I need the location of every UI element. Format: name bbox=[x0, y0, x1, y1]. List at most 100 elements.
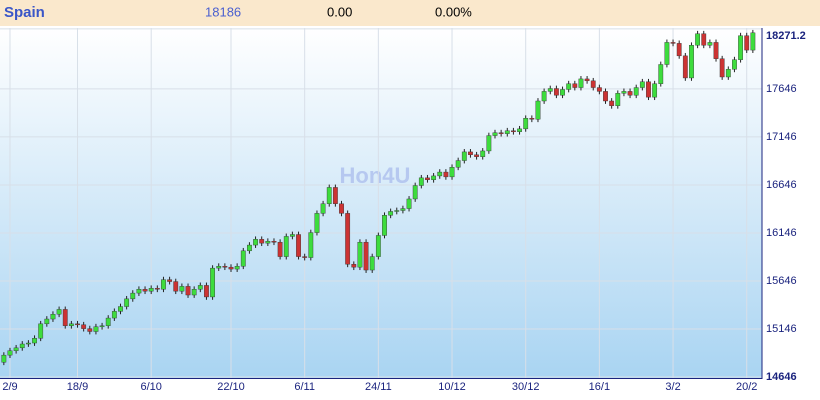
candle-body bbox=[431, 175, 437, 180]
candle-body bbox=[646, 81, 651, 98]
candle-body bbox=[725, 69, 731, 78]
x-tick-label: 2/9 bbox=[2, 381, 17, 393]
candle-body bbox=[93, 326, 99, 332]
candle-body bbox=[701, 33, 707, 46]
candle-body bbox=[732, 59, 737, 70]
candle-body bbox=[375, 235, 381, 257]
candle-body bbox=[56, 309, 62, 315]
candle-body bbox=[388, 211, 394, 216]
y-tick-label: 17646 bbox=[766, 83, 797, 95]
candle-body bbox=[7, 350, 13, 356]
candle-body bbox=[345, 213, 351, 265]
candle-body bbox=[425, 177, 430, 180]
x-tick-label: 3/2 bbox=[665, 381, 680, 393]
candle-body bbox=[738, 35, 743, 60]
plot-area bbox=[0, 28, 762, 378]
candle-body bbox=[627, 91, 633, 96]
watermark: Hon4U bbox=[340, 163, 411, 188]
candle-body bbox=[504, 130, 510, 134]
candle-body bbox=[357, 241, 363, 268]
candle-body bbox=[566, 83, 572, 90]
candle-body bbox=[382, 215, 387, 236]
candle-body bbox=[633, 87, 639, 96]
market-name: Spain bbox=[4, 4, 45, 21]
candle-body bbox=[240, 250, 246, 267]
candle-body bbox=[553, 88, 559, 96]
candle-body bbox=[19, 343, 25, 349]
candle-body bbox=[517, 128, 522, 132]
candle-body bbox=[695, 33, 701, 46]
candle-body bbox=[750, 32, 756, 51]
candle-body bbox=[130, 292, 136, 300]
candle-body bbox=[449, 167, 455, 178]
candle-body bbox=[351, 264, 357, 268]
candle-body bbox=[167, 279, 173, 282]
candle-body bbox=[105, 317, 111, 326]
candle-body bbox=[480, 150, 486, 157]
candle-body bbox=[13, 347, 19, 351]
candle-body bbox=[277, 241, 283, 257]
y-tick-label: 18271.2 bbox=[766, 30, 806, 42]
candle-body bbox=[111, 311, 117, 319]
candle-body bbox=[118, 306, 123, 312]
candle-body bbox=[332, 187, 338, 204]
candle-body bbox=[210, 267, 215, 298]
candle-body bbox=[161, 279, 166, 290]
candle-body bbox=[400, 208, 406, 211]
candle-body bbox=[50, 314, 56, 320]
x-tick-label: 16/1 bbox=[589, 381, 610, 393]
candle-body bbox=[283, 236, 289, 257]
x-tick-label: 6/10 bbox=[140, 381, 161, 393]
y-tick-label: 14646 bbox=[766, 371, 797, 383]
candle-body bbox=[68, 323, 74, 326]
candle-body bbox=[38, 323, 44, 339]
candle-body bbox=[498, 132, 504, 134]
candle-body bbox=[584, 78, 590, 82]
candle-body bbox=[713, 42, 719, 59]
candle-body bbox=[394, 210, 400, 212]
candle-body bbox=[707, 42, 713, 46]
candle-body bbox=[204, 285, 209, 298]
candle-body bbox=[682, 55, 688, 79]
candle-body bbox=[25, 342, 31, 345]
candle-body bbox=[547, 88, 553, 92]
candle-body bbox=[590, 80, 596, 88]
y-tick-label: 17146 bbox=[766, 131, 797, 143]
candle-body bbox=[455, 160, 461, 168]
candle-body bbox=[603, 91, 608, 102]
candle-body bbox=[62, 309, 68, 326]
candle-body bbox=[1, 354, 7, 363]
candle-body bbox=[185, 286, 191, 296]
candle-body bbox=[339, 203, 344, 214]
candle-body bbox=[406, 198, 412, 209]
candle-body bbox=[658, 64, 664, 84]
x-tick-label: 20/2 bbox=[736, 381, 757, 393]
candle-body bbox=[369, 256, 375, 271]
candle-body bbox=[271, 241, 277, 243]
candle-body bbox=[609, 100, 615, 106]
candle-body bbox=[670, 42, 676, 44]
candle-body bbox=[418, 177, 424, 186]
header-bar bbox=[0, 0, 820, 26]
y-tick-label: 15146 bbox=[766, 323, 797, 335]
candle-body bbox=[578, 78, 584, 88]
y-tick-label: 15646 bbox=[766, 275, 797, 287]
candle-body bbox=[308, 232, 314, 258]
candle-body bbox=[216, 265, 222, 269]
x-tick-label: 30/12 bbox=[512, 381, 540, 393]
candle-body bbox=[719, 58, 725, 78]
candle-body bbox=[136, 289, 142, 294]
last-price: 18186 bbox=[205, 4, 241, 19]
candle-body bbox=[179, 286, 185, 292]
x-tick-label: 6/11 bbox=[294, 381, 315, 393]
y-tick-label: 16646 bbox=[766, 179, 797, 191]
candle-body bbox=[87, 328, 93, 332]
candle-body bbox=[443, 171, 449, 178]
candle-body bbox=[572, 83, 578, 88]
candle-body bbox=[289, 234, 295, 237]
candle-body bbox=[234, 265, 240, 270]
candle-body bbox=[664, 42, 670, 65]
candle-body bbox=[474, 154, 479, 157]
candle-body bbox=[148, 288, 154, 292]
candle-body bbox=[222, 265, 228, 268]
